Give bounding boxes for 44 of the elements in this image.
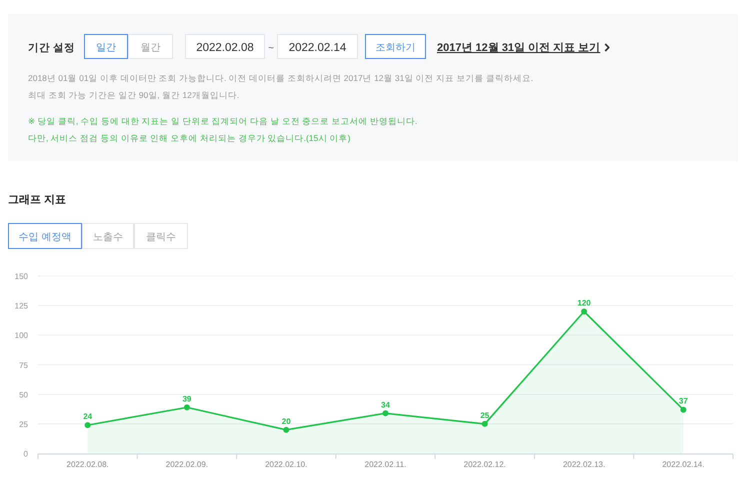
y-tick-label: 100 xyxy=(14,331,29,340)
y-tick-label: 25 xyxy=(19,420,29,429)
text: 2022.02.14 xyxy=(288,42,347,54)
data-label: 24 xyxy=(83,412,93,422)
y-tick-label: 150 xyxy=(14,272,29,281)
y-tick-label: 125 xyxy=(14,302,29,311)
x-tick-label: 2022.02.11. xyxy=(364,460,406,469)
data-label: 25 xyxy=(480,410,490,420)
chart-title: 그래프 지표 xyxy=(8,194,66,206)
data-label: 20 xyxy=(282,416,292,426)
point xyxy=(581,308,588,314)
data-label: 34 xyxy=(381,400,390,410)
text: ※ 당일 클릭, 수입 등에 대한 지표는 일 단위로 집계되어 다음 날 오전 중으로 보고서에 반영됩니다. xyxy=(28,116,418,126)
data-label: 120 xyxy=(577,298,592,308)
text: ~ xyxy=(268,43,274,54)
text: 2022.02.08 xyxy=(196,42,254,54)
text: 2018년 01월 01일 이후 데이터만 조회 가능합니다. 이전 데이터를 조회하시려면 2017년 12월 31일 이전 지표 보기를 클릭하세요. xyxy=(28,73,534,83)
text: 일간 xyxy=(96,42,116,54)
x-tick-label: 2022.02.13. xyxy=(562,460,606,469)
text: 2017년 12월 31일 이전 지표 보기 xyxy=(437,42,600,54)
point xyxy=(680,406,686,413)
text: 노출수 xyxy=(93,232,123,243)
text: 기간 설정 xyxy=(28,42,75,54)
data-label: 37 xyxy=(678,396,688,406)
x-tick-label: 2022.02.09. xyxy=(166,460,208,469)
text: 수입 예정액 xyxy=(18,232,72,243)
point xyxy=(184,404,190,410)
text: 클릭수 xyxy=(146,232,176,243)
x-tick-label: 2022.02.08. xyxy=(66,460,109,469)
text: 조회하기 xyxy=(376,42,416,54)
x-tick-label: 2022.02.12. xyxy=(464,460,506,469)
point xyxy=(84,422,91,428)
text: 최대 조회 가능 기간은 일간 90일, 월간 12개월입니다. xyxy=(28,90,240,100)
data-label: 39 xyxy=(182,394,192,404)
y-tick-label: 0 xyxy=(24,450,29,458)
text: 월간 xyxy=(140,42,160,54)
x-tick-label: 2022.02.10. xyxy=(265,460,308,469)
y-tick-label: 75 xyxy=(19,360,29,370)
x-tick-label: 2022.02.14. xyxy=(662,460,704,469)
y-tick-label: 50 xyxy=(19,390,29,400)
text: 다만, 서비스 점검 등의 이유로 인해 오후에 처리되는 경우가 있습니다.(15시 이후) xyxy=(28,133,351,143)
point xyxy=(283,426,290,433)
point xyxy=(482,420,488,427)
point xyxy=(382,410,388,416)
